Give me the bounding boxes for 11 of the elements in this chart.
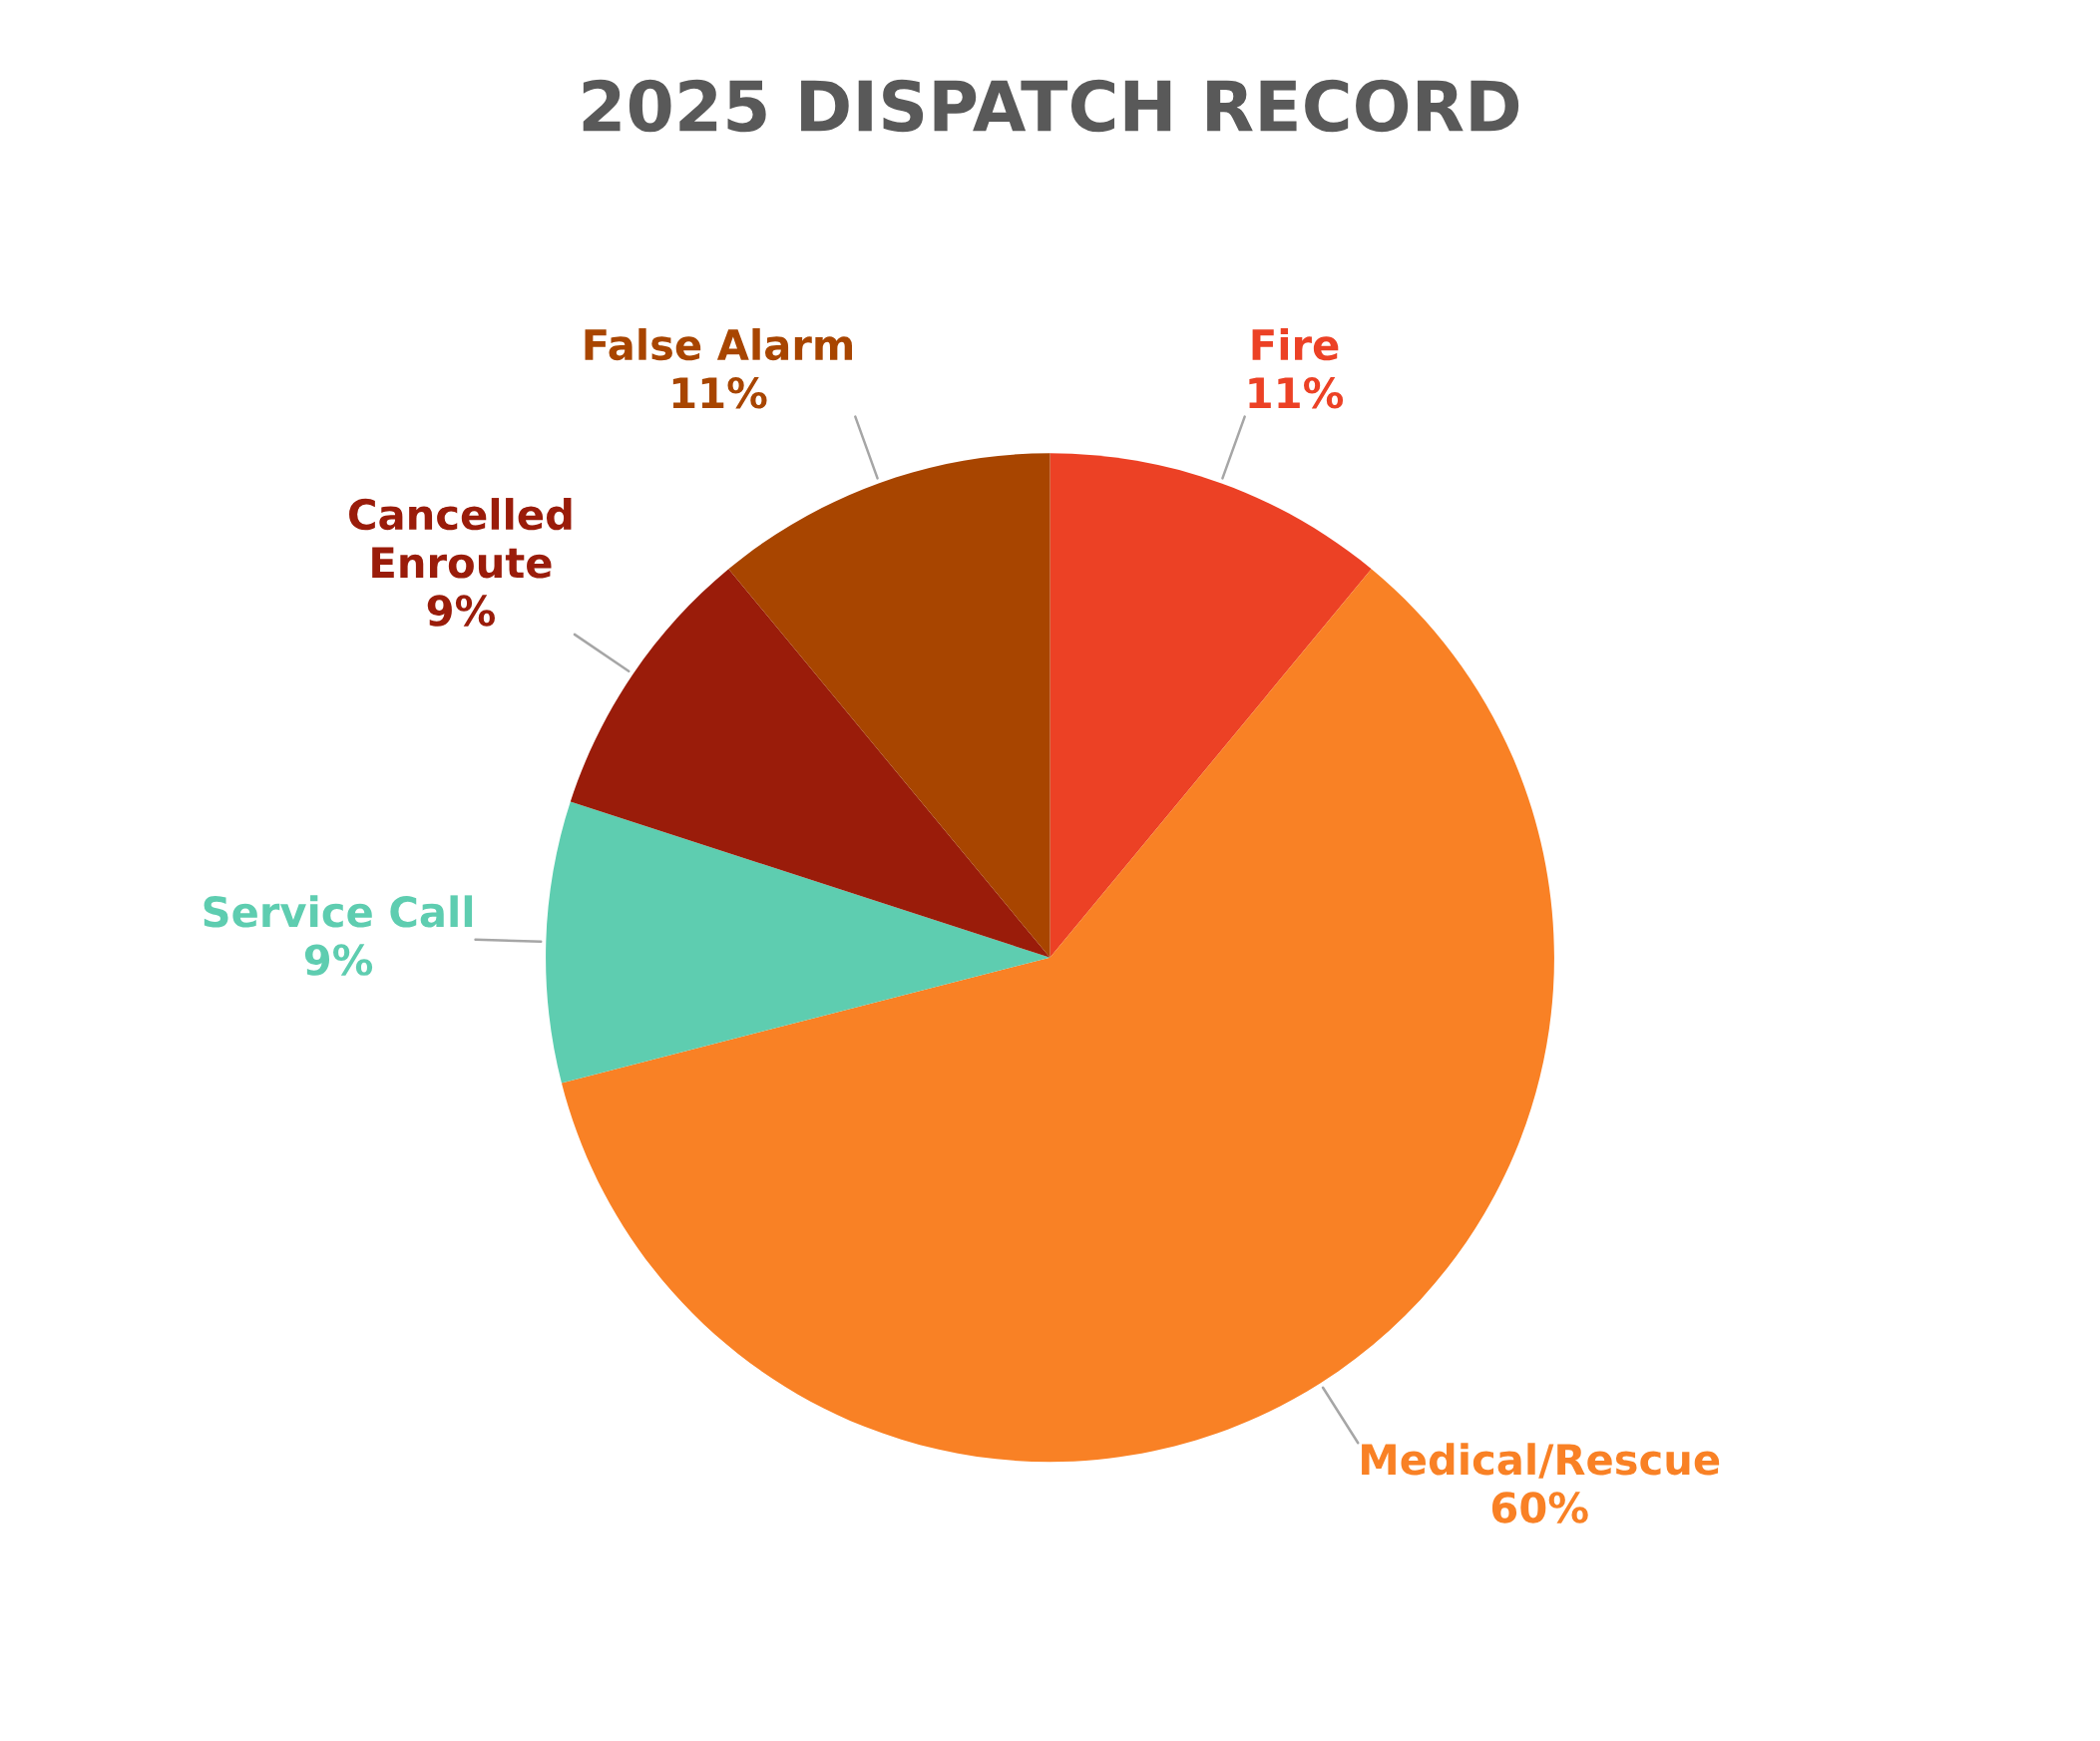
slice-label: Medical/Rescue — [1362, 1443, 1720, 1479]
chart-title: 2025 DISPATCH RECORD — [583, 79, 1519, 133]
slice-label: Cancelled Enroute — [349, 498, 572, 579]
data-label: 60% — [1491, 1492, 1588, 1523]
slice-label: Fire — [1252, 328, 1339, 361]
slice-label: Service Call — [204, 895, 473, 928]
data-label: 11% — [672, 377, 767, 409]
data-label: 11% — [1249, 377, 1344, 409]
data-label: 9% — [427, 595, 495, 627]
data-label: 9% — [304, 944, 373, 976]
slice-label: False Alarm — [585, 328, 853, 361]
